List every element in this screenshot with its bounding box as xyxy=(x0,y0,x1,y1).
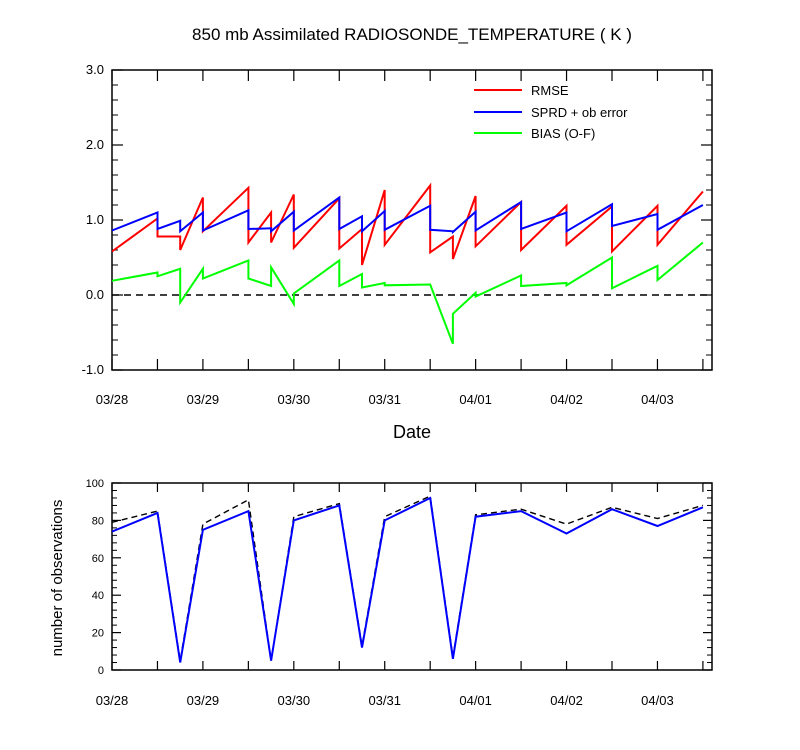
top-y-tick-label: 0.0 xyxy=(86,287,104,302)
top-x-tick-label: 04/01 xyxy=(459,392,492,407)
legend-sprd-label: SPRD + ob error xyxy=(531,105,628,120)
top-x-tick-label: 03/29 xyxy=(187,392,220,407)
x-axis-label: Date xyxy=(393,422,431,442)
bottom-x-tick-label: 03/31 xyxy=(368,693,401,708)
bottom-x-tick-label: 03/30 xyxy=(278,693,311,708)
legend: RMSE SPRD + ob error BIAS (O-F) xyxy=(474,83,628,141)
chart-title: 850 mb Assimilated RADIOSONDE_TEMPERATUR… xyxy=(192,25,632,44)
top-x-tick-label: 03/31 xyxy=(368,392,401,407)
bottom-plot-frame xyxy=(111,482,713,671)
top-x-tick-label: 04/03 xyxy=(641,392,674,407)
top-y-tick-label: 2.0 xyxy=(86,137,104,152)
bottom-y-tick-label: 60 xyxy=(92,553,104,565)
bottom-series-obs-solid xyxy=(111,496,704,663)
bottom-x-tick-label: 03/29 xyxy=(187,693,220,708)
legend-bias-label: BIAS (O-F) xyxy=(531,126,595,141)
bottom-panel: 03/28 03/29 03/30 03/31 04/01 04/02 04/03 0 20 40… xyxy=(86,478,713,708)
bottom-x-tick-label: 03/28 xyxy=(96,693,129,708)
bottom-x-tick-label: 04/01 xyxy=(459,693,492,708)
bottom-x-tick-label: 04/02 xyxy=(550,693,583,708)
top-x-tick-label: 03/28 xyxy=(96,392,129,407)
bottom-y-tick-label: 0 xyxy=(98,665,104,677)
bottom-series-obs-dashed xyxy=(111,495,704,661)
bottom-y-tick-label: 80 xyxy=(92,515,104,527)
top-x-tick-label: 04/02 xyxy=(550,392,583,407)
top-y-tick-label: 3.0 xyxy=(86,62,104,77)
bottom-y-tick-label: 20 xyxy=(92,628,104,640)
bottom-y-tick-label: 100 xyxy=(86,478,104,490)
top-panel: 03/28 03/29 03/30 03/31 04/01 04/02 04/03 -1.0 0… xyxy=(82,62,713,407)
top-y-tick-label: 1.0 xyxy=(86,212,104,227)
top-x-tick-label: 03/30 xyxy=(278,392,311,407)
bottom-y-tick-label: 40 xyxy=(92,590,104,602)
y-axis-label-observations: number of observations xyxy=(49,500,66,657)
legend-rmse-label: RMSE xyxy=(531,83,569,98)
top-series-sprd-ob-error xyxy=(111,195,704,235)
top-y-tick-label: -1.0 xyxy=(82,362,104,377)
bottom-x-tick-label: 04/03 xyxy=(641,693,674,708)
top-series-bias-o-f xyxy=(111,241,704,345)
